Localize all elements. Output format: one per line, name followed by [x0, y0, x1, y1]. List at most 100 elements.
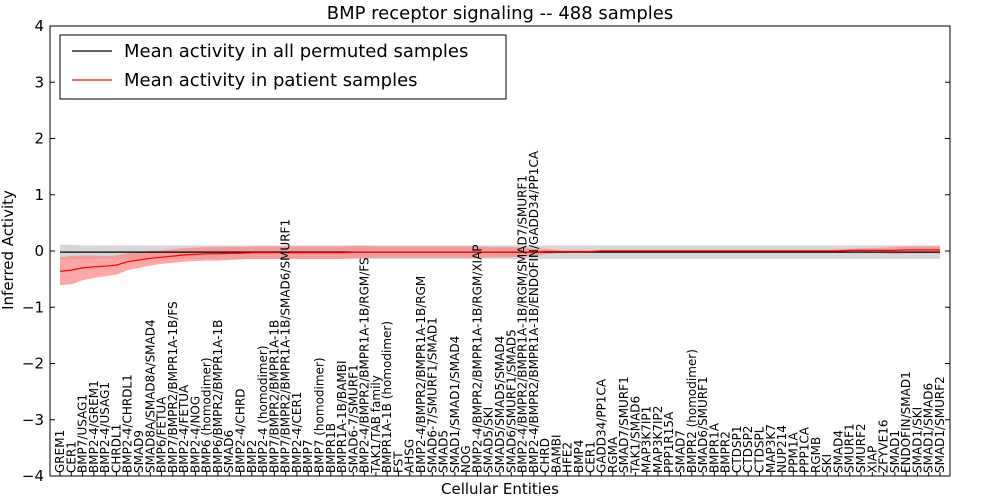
- y-tick-label: −2: [22, 355, 44, 373]
- legend-label-permuted: Mean activity in all permuted samples: [124, 41, 468, 62]
- x-tick-label: SMAD9: [132, 430, 146, 473]
- x-tick-label: NOG: [459, 445, 473, 473]
- x-tick-label: AHSG: [403, 439, 417, 473]
- x-tick-label: BMPR1A: [707, 422, 721, 473]
- x-tick-label: BAMBI: [549, 434, 563, 473]
- y-tick-label: 1: [34, 186, 44, 204]
- y-tick-label: 3: [34, 73, 44, 91]
- legend-label-patient: Mean activity in patient samples: [124, 70, 418, 91]
- x-tick-label: BMP2-4/NOG: [188, 396, 202, 473]
- x-tick-label: SMAD1/SMAD6: [922, 383, 936, 473]
- x-tick-label: BMPR1B: [324, 423, 338, 473]
- x-tick-label: BMP2-4/CER1: [290, 392, 304, 473]
- x-tick-label: ENDOFIN/SMAD1: [899, 371, 913, 473]
- x-tick-label: CER1: [64, 441, 78, 473]
- y-tick-label: 2: [34, 130, 44, 148]
- x-tick-label: BMPR1A-1B (homodimer): [380, 321, 394, 473]
- x-tick-label: BMP7/BMPR2/BMPR1A-1B/SMAD6/SMURF1: [279, 219, 293, 473]
- x-tick-label: RGMA: [606, 436, 620, 473]
- x-axis-title: Cellular Entities: [441, 480, 559, 498]
- y-tick-label: −3: [22, 411, 44, 429]
- x-tick-label: SMURF1: [843, 423, 857, 473]
- x-tick-label: CHRD: [538, 438, 552, 473]
- x-tick-label: SKI: [820, 454, 834, 473]
- x-tick-label: MAP3K7IP2: [651, 406, 665, 473]
- x-tick-label: SMAD8A/SMAD8A/SMAD4: [143, 319, 157, 473]
- x-tick-label: FST: [392, 451, 406, 473]
- x-tick-label: CTDSPL: [753, 426, 767, 473]
- y-tick-label: 4: [34, 17, 44, 35]
- x-tick-label: SMAD1/SKI: [910, 407, 924, 473]
- x-tick-label: SMAD5: [437, 430, 451, 473]
- x-tick-label: BMPR2 (homodimer): [685, 349, 699, 473]
- x-tick-label: CTDSP1: [730, 426, 744, 473]
- x-tick-label: CHRDL1: [109, 424, 123, 473]
- legend-box: [59, 34, 507, 100]
- x-tick-label: SMAD6/SMURF1/SMAD5: [504, 329, 518, 473]
- x-tick-label: BMP6/FETUA: [155, 396, 169, 473]
- x-tick-label: BMP2-4/GREM1: [87, 380, 101, 473]
- x-tick-label: TAK1/SMAD6: [628, 396, 642, 474]
- x-tick-label: ZFYVE16: [877, 419, 891, 473]
- x-tick-label: NUP214: [775, 425, 789, 473]
- x-tick-label: BMP7 (homodimer): [313, 357, 327, 473]
- x-tick-label: BMP7/USAG1: [76, 394, 90, 473]
- band-patient: [60, 245, 940, 286]
- x-tick-label: SMAD1/SMAD1/SMAD4: [448, 336, 462, 473]
- x-tick-label: BMP2-4/CHRD: [234, 389, 248, 473]
- x-tick-label: GREM1: [53, 430, 67, 473]
- x-tick-label: TAK1/TAB family: [369, 375, 383, 474]
- x-tick-label: SMAD5/SMAD5/SMAD4: [493, 336, 507, 473]
- line-patient: [59, 249, 940, 272]
- series-lines: [59, 249, 940, 272]
- x-tick-label: BMP2-4/BMPR2/BMPR1A-1B/ENDOFIN/GADD34/PP…: [527, 150, 541, 473]
- x-tick-label: PPM1A: [786, 432, 800, 473]
- legend: Mean activity in all permuted samples Me…: [59, 34, 507, 100]
- x-tick-label: CTDSP2: [741, 426, 755, 473]
- x-tick-label: SMAD6/SMURF1: [696, 376, 710, 473]
- x-axis-labels: GREM1CER1BMP7/USAG1BMP2-4/GREM1BMP2-4/US…: [53, 150, 947, 476]
- x-tick-label: BMP7/BMPR2/BMPR1A-1B/FS: [166, 301, 180, 473]
- x-tick-label: SMAD6-7/SMURF1/SMAD1: [425, 317, 439, 473]
- x-tick-label: SMAD1: [888, 430, 902, 473]
- x-tick-label: BMPR2: [719, 431, 733, 473]
- x-tick-label: BMP2-4/BMPR2/BMPR1A-1B/RGM/FS: [358, 257, 372, 473]
- y-tick-label: −4: [22, 467, 44, 485]
- x-tick-label: BMP2-4/USAG1: [98, 382, 112, 473]
- x-tick-label: BMP6 (homodimer): [200, 357, 214, 473]
- x-tick-label: BMP2-4/FETUA: [177, 384, 191, 473]
- x-tick-label: SMAD1/SMURF2: [933, 376, 947, 473]
- x-tick-label: BMP2-4/BMPR2/BMPR1A-1B/RGM/XIAP: [470, 244, 484, 473]
- y-axis-title: Inferred Activity: [0, 190, 17, 310]
- x-tick-label: SMAD4: [832, 430, 846, 473]
- x-tick-label: SMAD6: [222, 430, 236, 473]
- x-tick-label: SMURF2: [854, 423, 868, 473]
- x-tick-label: BMP2-4/BMPR2/BMPR1A-1B/RGM: [414, 276, 428, 473]
- x-tick-label: BMPR1A-1B/BAMBI: [335, 361, 349, 474]
- plot-frame: [49, 25, 951, 477]
- x-tick-label: BMP2: [245, 440, 259, 473]
- x-tick-label: CER1: [583, 441, 597, 473]
- x-tick-label: SMAD5/SKI: [482, 407, 496, 473]
- x-tick-label: BMP4: [572, 440, 586, 473]
- x-tick-label: XIAP: [865, 446, 879, 473]
- y-axis: −4 −3 −2 −1 0 1 2 3 4: [22, 17, 950, 485]
- x-tick-label: SMAD6-7/SMURF1: [346, 364, 360, 473]
- x-tick-label: BMP7/BMPR2/BMPR1A-1B: [267, 320, 281, 473]
- x-tick-label: HFE2: [561, 442, 575, 473]
- x-tick-label: SMAD7/SMURF1: [617, 376, 631, 473]
- y-tick-label: 0: [34, 242, 44, 260]
- x-tick-label: GADD34/PP1CA: [595, 378, 609, 473]
- y-tick-label: −1: [22, 298, 44, 316]
- x-tick-label: SMAD7: [674, 430, 688, 473]
- x-tick-label: BMP2-4 (homodimer): [256, 345, 270, 473]
- chart-title: BMP receptor signaling -- 488 samples: [327, 3, 674, 24]
- x-tick-label: PPP1R15A: [662, 411, 676, 473]
- x-tick-label: MAP3K7: [764, 424, 778, 473]
- x-tick-label: BMP2-4/CHRDL1: [121, 374, 135, 473]
- x-tick-label: BMP6/BMPR2/BMPR1A-1B: [211, 320, 225, 473]
- x-tick-label: BMP7: [301, 440, 315, 473]
- x-tick-label: RGMB: [809, 437, 823, 473]
- x-tick-label: BMP2-4/BMPR2/BMPR1A-1B/RGM/SMAD7/SMURF1: [516, 175, 530, 473]
